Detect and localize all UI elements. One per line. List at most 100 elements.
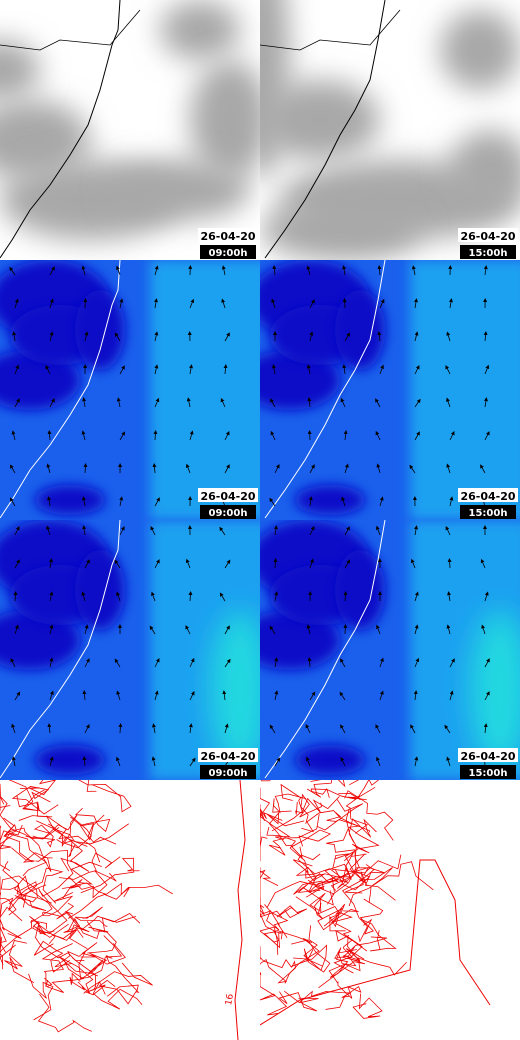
contour-line [278, 991, 319, 1012]
wind-arrow [274, 591, 279, 602]
contour-line [83, 962, 153, 994]
map-panel: 26-04-20 09:00h [0, 520, 260, 780]
contour-line [260, 902, 283, 918]
wind-arrow [224, 332, 230, 342]
wind-arrow [414, 398, 421, 408]
contour-line [86, 780, 97, 792]
wind-arrow [154, 497, 160, 507]
contour-line [345, 795, 369, 834]
wind-arrow [84, 624, 89, 635]
wind-arrow [445, 365, 451, 375]
wind-arrow [344, 463, 349, 474]
contour-line [333, 929, 354, 974]
wind-arrow [339, 691, 346, 701]
wind-arrow [274, 657, 279, 668]
wind-arrow [84, 559, 90, 569]
contour-line [46, 815, 101, 863]
wind-arrow [306, 624, 311, 635]
wind-arrow [379, 496, 384, 507]
wind-arrow [414, 525, 419, 536]
contour-line [317, 907, 343, 931]
wind-arrow [446, 397, 451, 408]
wind-arrow [342, 364, 347, 375]
wind-arrow [410, 724, 416, 734]
wind-arrow [49, 298, 54, 309]
contour-line [19, 780, 56, 796]
wind-arrow [483, 265, 488, 276]
wind-arrow [9, 497, 16, 507]
wind-arrow [221, 265, 226, 276]
wind-arrow [272, 265, 277, 276]
wind-arrow [271, 364, 276, 375]
wind-arrow [82, 756, 87, 767]
contour-line [359, 867, 393, 903]
time-box [460, 765, 516, 779]
time-box [200, 765, 256, 779]
contour-line [334, 851, 355, 885]
wind-arrow [341, 496, 346, 507]
contour-line [33, 940, 70, 973]
contour-line [0, 833, 47, 877]
contour-line [344, 790, 394, 841]
contour-line [260, 971, 288, 1016]
map-panel: 26-04-20 15:00h [260, 260, 520, 520]
wind-arrow [12, 331, 17, 342]
wind-arrow [47, 723, 52, 734]
wind-arrow [269, 724, 276, 734]
wind-arrow [49, 624, 54, 635]
wind-arrow [375, 398, 381, 408]
wind-arrow [307, 397, 312, 408]
wind-arrow [411, 265, 416, 276]
contour-line [62, 882, 130, 899]
wind-arrow [481, 624, 486, 635]
wind-arrow [447, 558, 452, 569]
map-panel: 26-04-20 15:00h [260, 520, 520, 780]
wind-arrow [219, 526, 226, 536]
wind-arrow [14, 624, 19, 635]
contour-line [280, 783, 304, 815]
contour-line [0, 926, 4, 970]
wind-arrow [379, 657, 384, 668]
contour-line [297, 853, 349, 893]
contour-line [4, 940, 35, 983]
wind-arrow [189, 757, 196, 767]
wind-arrow [379, 690, 384, 701]
strong-wind [335, 290, 385, 370]
cloud [260, 200, 420, 260]
wind-arrow [14, 526, 20, 536]
contour-line [352, 993, 383, 1019]
wind-arrow [274, 757, 281, 767]
time-label: 15:00h [469, 508, 508, 519]
wind-arrow [224, 723, 229, 734]
wind-arrow [379, 298, 385, 309]
wind-arrow [274, 690, 279, 701]
contour-line [56, 836, 90, 872]
wind-arrow [308, 496, 313, 507]
time-label: 15:00h [469, 248, 508, 259]
wind-arrow [305, 723, 311, 734]
contour-line [68, 870, 117, 899]
contour-line [260, 831, 268, 862]
wind-arrow [152, 463, 157, 474]
contour-line [78, 935, 123, 979]
wind-arrow [414, 365, 420, 375]
wind-arrow [270, 430, 276, 441]
coastline [264, 520, 386, 779]
wind-arrow [414, 331, 419, 342]
wind-arrow [309, 691, 316, 701]
wind-arrow [14, 298, 19, 309]
wind-arrow [305, 756, 311, 767]
strong-wind [35, 485, 105, 515]
wind-arrow [344, 526, 350, 536]
coastline [0, 520, 121, 779]
warm-area [210, 610, 260, 770]
wind-arrow [410, 558, 416, 569]
wind-arrow [409, 464, 416, 474]
coastline [0, 260, 121, 519]
wind-arrow [309, 331, 314, 342]
wind-arrow [340, 658, 346, 668]
wind-arrow [119, 526, 125, 536]
contour-line [79, 943, 126, 981]
contour-line [0, 824, 23, 845]
wind-arrow [81, 430, 86, 441]
